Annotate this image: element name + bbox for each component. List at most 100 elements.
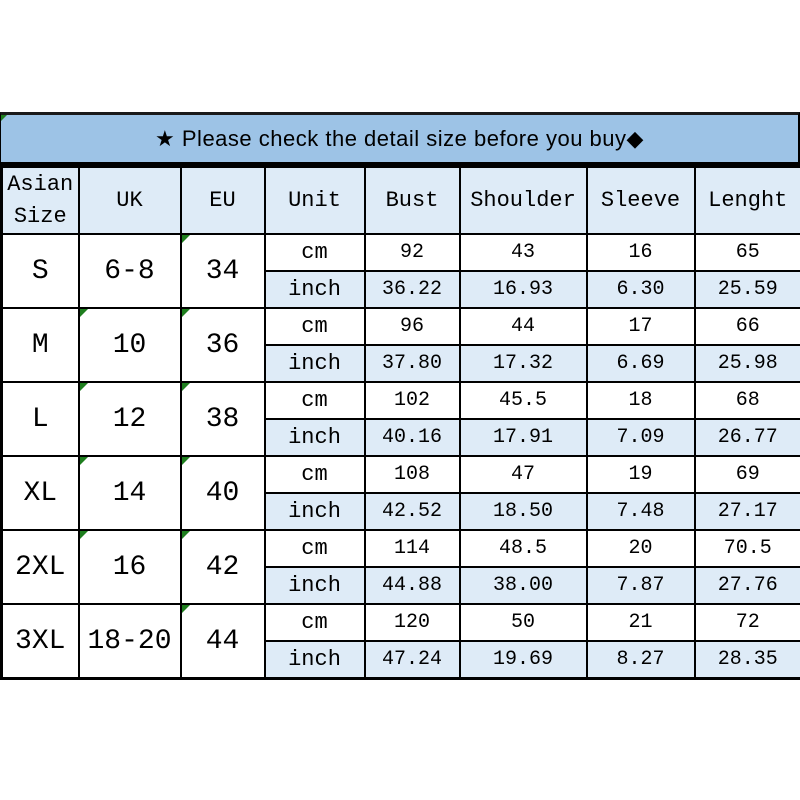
cell-shoulder-cm: 45.5 [458, 381, 588, 420]
cell-uk: 12 [77, 381, 182, 457]
cell-unit-inch: inch [263, 270, 366, 309]
col-header-eu: EU [179, 165, 266, 235]
cell-sleeve-cm: 19 [585, 455, 696, 494]
cell-length-inch: 25.59 [693, 270, 800, 309]
cell-length-inch: 26.77 [693, 418, 800, 457]
col-header-sleeve: Sleeve [585, 165, 696, 235]
cell-length-inch: 25.98 [693, 344, 800, 383]
cell-sleeve-inch: 6.30 [585, 270, 696, 309]
cell-shoulder-cm: 47 [458, 455, 588, 494]
row-2xl-inch: inch 44.88 38.00 7.87 27.76 [2, 566, 800, 605]
cell-bust-cm: 102 [363, 381, 461, 420]
cell-size: S [0, 233, 80, 309]
row-xl-inch: inch 42.52 18.50 7.48 27.17 [2, 492, 800, 531]
cell-uk: 6-8 [77, 233, 182, 309]
cell-bust-cm: 114 [363, 529, 461, 568]
cell-sleeve-inch: 8.27 [585, 640, 696, 680]
cell-bust-inch: 44.88 [363, 566, 461, 605]
cell-bust-cm: 96 [363, 307, 461, 346]
cell-uk: 16 [77, 529, 182, 605]
cell-shoulder-inch: 19.69 [458, 640, 588, 680]
cell-eu: 36 [179, 307, 266, 383]
cell-size: XL [0, 455, 80, 531]
cell-shoulder-inch: 16.93 [458, 270, 588, 309]
cell-length-inch: 28.35 [693, 640, 800, 680]
cell-length-cm: 66 [693, 307, 800, 346]
cell-unit-inch: inch [263, 344, 366, 383]
cell-shoulder-cm: 44 [458, 307, 588, 346]
cell-shoulder-inch: 17.91 [458, 418, 588, 457]
cell-unit-cm: cm [263, 307, 366, 346]
cell-bust-inch: 47.24 [363, 640, 461, 680]
cell-uk: 18-20 [77, 603, 182, 680]
cell-sleeve-inch: 7.09 [585, 418, 696, 457]
cell-sleeve-cm: 17 [585, 307, 696, 346]
cell-length-inch: 27.76 [693, 566, 800, 605]
cell-shoulder-inch: 18.50 [458, 492, 588, 531]
cell-unit-inch: inch [263, 566, 366, 605]
cell-eu: 40 [179, 455, 266, 531]
cell-size: 3XL [0, 603, 80, 680]
col-header-uk: UK [77, 165, 182, 235]
cell-shoulder-cm: 48.5 [458, 529, 588, 568]
cell-length-cm: 70.5 [693, 529, 800, 568]
row-m-cm: M 10 36 cm 96 44 17 66 [0, 307, 800, 383]
cell-sleeve-inch: 7.48 [585, 492, 696, 531]
cell-unit-cm: cm [263, 603, 366, 642]
row-3xl-cm: 3XL 18-20 44 cm 120 50 21 72 [0, 603, 800, 680]
size-table: Asian Size UK EU Unit Bust Shoulder Slee… [0, 165, 800, 680]
cell-shoulder-inch: 38.00 [458, 566, 588, 605]
cell-sleeve-cm: 18 [585, 381, 696, 420]
cell-size: 2XL [0, 529, 80, 605]
row-m-inch: inch 37.80 17.32 6.69 25.98 [2, 344, 800, 383]
cell-size: L [0, 381, 80, 457]
row-2xl-cm: 2XL 16 42 cm 114 48.5 20 70.5 [0, 529, 800, 605]
cell-sleeve-inch: 7.87 [585, 566, 696, 605]
row-3xl-inch: inch 47.24 19.69 8.27 28.35 [2, 640, 800, 680]
cell-length-cm: 68 [693, 381, 800, 420]
col-header-bust: Bust [363, 165, 461, 235]
col-header-shoulder: Shoulder [458, 165, 588, 235]
banner-corner-marker-icon [1, 115, 7, 121]
cell-length-cm: 65 [693, 233, 800, 272]
cell-eu: 44 [179, 603, 266, 680]
row-l-cm: L 12 38 cm 102 45.5 18 68 [0, 381, 800, 457]
cell-bust-cm: 120 [363, 603, 461, 642]
cell-bust-cm: 108 [363, 455, 461, 494]
row-l-inch: inch 40.16 17.91 7.09 26.77 [2, 418, 800, 457]
cell-unit-cm: cm [263, 529, 366, 568]
banner-text: ★ Please check the detail size before yo… [155, 125, 644, 151]
cell-sleeve-cm: 21 [585, 603, 696, 642]
cell-bust-inch: 42.52 [363, 492, 461, 531]
cell-unit-cm: cm [263, 233, 366, 272]
cell-shoulder-cm: 43 [458, 233, 588, 272]
cell-uk: 14 [77, 455, 182, 531]
cell-unit-cm: cm [263, 455, 366, 494]
cell-unit-inch: inch [263, 640, 366, 680]
cell-sleeve-inch: 6.69 [585, 344, 696, 383]
header-row: Asian Size UK EU Unit Bust Shoulder Slee… [0, 165, 800, 235]
cell-eu: 38 [179, 381, 266, 457]
row-xl-cm: XL 14 40 cm 108 47 19 69 [0, 455, 800, 531]
cell-unit-inch: inch [263, 492, 366, 531]
cell-bust-inch: 40.16 [363, 418, 461, 457]
row-s-inch: inch 36.22 16.93 6.30 25.59 [2, 270, 800, 309]
cell-size: M [0, 307, 80, 383]
col-header-unit: Unit [263, 165, 366, 235]
cell-unit-cm: cm [263, 381, 366, 420]
cell-sleeve-cm: 20 [585, 529, 696, 568]
cell-shoulder-inch: 17.32 [458, 344, 588, 383]
cell-length-inch: 27.17 [693, 492, 800, 531]
banner: ★ Please check the detail size before yo… [0, 112, 800, 165]
size-chart: ★ Please check the detail size before yo… [0, 112, 800, 680]
cell-bust-inch: 37.80 [363, 344, 461, 383]
cell-length-cm: 69 [693, 455, 800, 494]
cell-sleeve-cm: 16 [585, 233, 696, 272]
cell-uk: 10 [77, 307, 182, 383]
col-header-length: Lenght [693, 165, 800, 235]
cell-bust-inch: 36.22 [363, 270, 461, 309]
cell-bust-cm: 92 [363, 233, 461, 272]
cell-eu: 42 [179, 529, 266, 605]
cell-shoulder-cm: 50 [458, 603, 588, 642]
cell-eu: 34 [179, 233, 266, 309]
